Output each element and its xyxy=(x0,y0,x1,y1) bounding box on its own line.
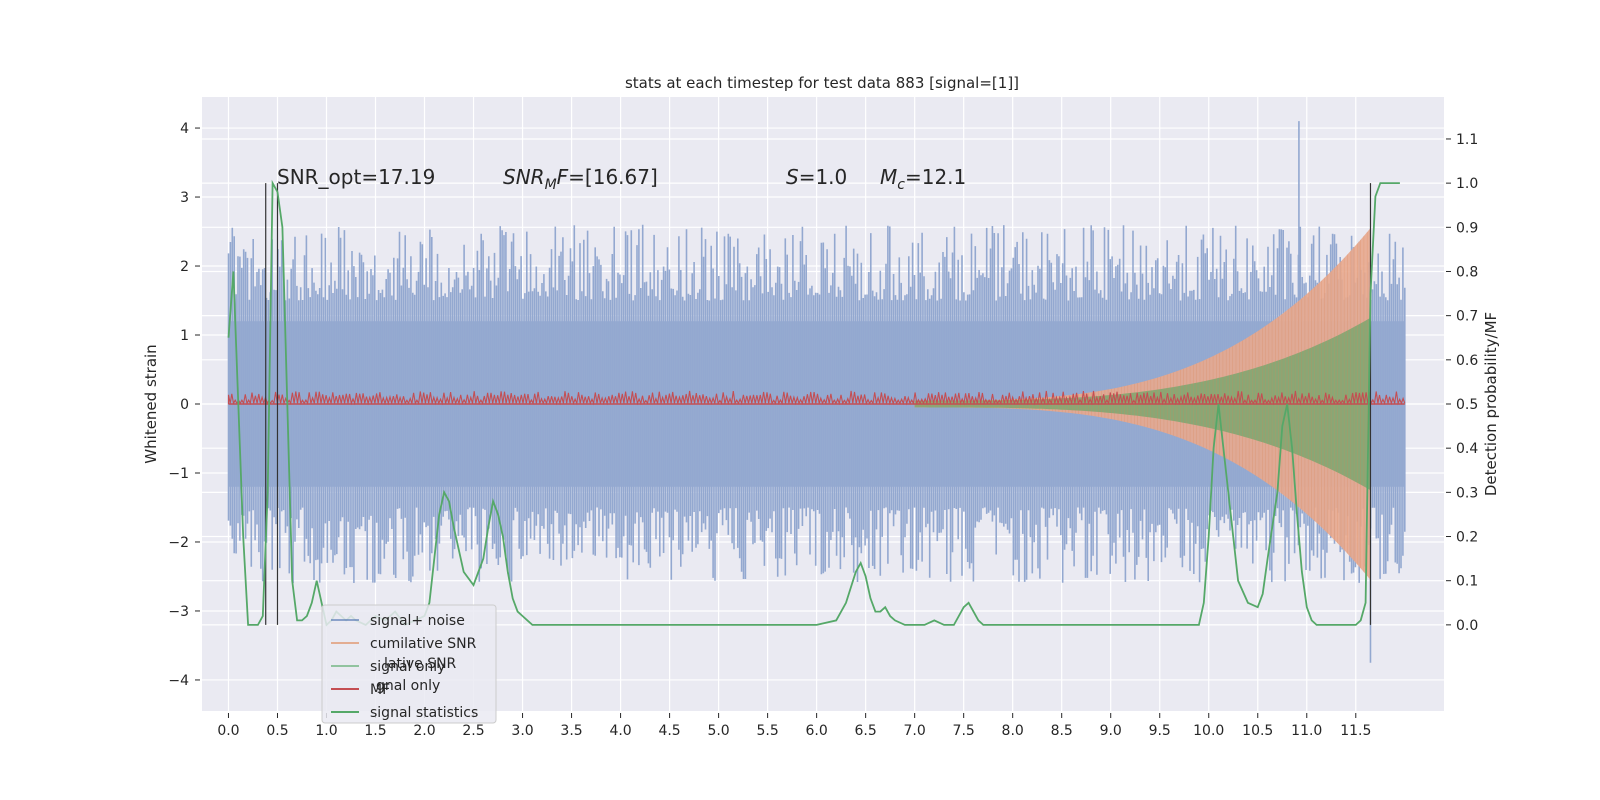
y-tick-label-left: 0 xyxy=(180,397,189,413)
x-tick-label: 7.5 xyxy=(953,723,975,739)
y-tick-label-left: −4 xyxy=(168,673,189,689)
annotation-snr-mf: SNRMF=[16.67] xyxy=(503,165,658,193)
legend-label: cumilative SNR xyxy=(370,636,477,652)
y-tick-label-left: 3 xyxy=(180,190,189,206)
annotation-mc: Mc=12.1 xyxy=(880,165,966,193)
y-tick-label-right: 0.8 xyxy=(1456,264,1478,280)
chart-title: stats at each timestep for test data 883… xyxy=(625,74,1019,92)
x-tick-label: 11.0 xyxy=(1291,723,1322,739)
y-tick-label-right: 0.4 xyxy=(1456,441,1478,457)
x-tick-label: 5.5 xyxy=(756,723,778,739)
x-tick-label: 6.5 xyxy=(855,723,877,739)
y-tick-label-left: −2 xyxy=(168,535,189,551)
legend-ghost-1: lative SNR xyxy=(384,656,457,672)
x-tick-label: 5.0 xyxy=(707,723,729,739)
legend: lative SNR gnal only signal+ noise cumilat… xyxy=(321,604,497,724)
x-tick-label: 8.0 xyxy=(1002,723,1024,739)
x-tick-label: 3.5 xyxy=(560,723,582,739)
y-tick-label-left: 4 xyxy=(180,121,189,137)
y-tick-label-right: 0.7 xyxy=(1456,309,1478,325)
x-tick-label: 10.0 xyxy=(1193,723,1224,739)
y-tick-label-right: 0.3 xyxy=(1456,485,1478,501)
y-tick-label-right: 0.5 xyxy=(1456,397,1478,413)
legend-label: signal+ noise xyxy=(370,613,465,629)
left-y-axis-ticks: −4 −3 −2 −1 0 1 2 3 4 xyxy=(168,121,200,689)
x-tick-label: 10.5 xyxy=(1242,723,1273,739)
x-tick-label: 4.0 xyxy=(609,723,631,739)
right-y-axis-label: Detection probability/MF xyxy=(1482,312,1500,496)
y-tick-label-right: 0.2 xyxy=(1456,530,1478,546)
y-tick-label-left: 1 xyxy=(180,328,189,344)
y-tick-label-right: 1.0 xyxy=(1456,176,1478,192)
annotation-s: S=1.0 xyxy=(786,165,847,189)
x-tick-label: 8.5 xyxy=(1051,723,1073,739)
x-axis-ticks: 0.0 0.5 1.0 1.5 2.0 2.5 3.0 3.5 4.0 4.5 5.0 5.5 6.0 6… xyxy=(217,713,1371,739)
legend-ghost-text: lative SNR gnal only xyxy=(376,656,457,694)
legend-ghost-2: gnal only xyxy=(376,678,440,694)
x-tick-label: 2.5 xyxy=(462,723,484,739)
y-tick-label-left: −3 xyxy=(168,604,189,620)
legend-box xyxy=(321,604,497,724)
y-tick-label-right: 0.0 xyxy=(1456,618,1478,634)
x-tick-label: 9.0 xyxy=(1100,723,1122,739)
y-tick-label-left: −1 xyxy=(168,466,189,482)
x-tick-label: 3.0 xyxy=(511,723,533,739)
y-tick-label-left: 2 xyxy=(180,259,189,275)
left-y-axis-label: Whitened strain xyxy=(142,344,160,463)
legend-label: MF xyxy=(370,682,390,698)
y-tick-label-right: 0.9 xyxy=(1456,220,1478,236)
legend-label: signal statistics xyxy=(370,705,478,721)
legend-items: signal+ noise cumilative SNR signal only MF… xyxy=(331,613,478,721)
x-tick-label: 2.0 xyxy=(413,723,435,739)
x-tick-label: 0.0 xyxy=(217,723,239,739)
y-tick-label-right: 0.1 xyxy=(1456,574,1478,590)
y-tick-label-right: 0.6 xyxy=(1456,353,1478,369)
x-tick-label: 7.0 xyxy=(904,723,926,739)
x-tick-label: 0.5 xyxy=(266,723,288,739)
x-tick-label: 1.0 xyxy=(315,723,337,739)
x-tick-label: 9.5 xyxy=(1149,723,1171,739)
x-tick-label: 6.0 xyxy=(805,723,827,739)
y-tick-label-right: 1.1 xyxy=(1456,132,1478,148)
x-tick-label: 11.5 xyxy=(1340,723,1371,739)
annotation-snr-opt: SNR_opt=17.19 xyxy=(277,165,435,189)
series-mf xyxy=(227,390,1406,406)
right-y-axis-ticks: 0.0 0.1 0.2 0.3 0.4 0.5 0.6 0.7 0.8 0.9 1.0 1.1 xyxy=(1446,132,1478,634)
x-tick-label: 4.5 xyxy=(658,723,680,739)
x-tick-label: 1.5 xyxy=(364,723,386,739)
legend-label: signal only xyxy=(370,659,445,675)
